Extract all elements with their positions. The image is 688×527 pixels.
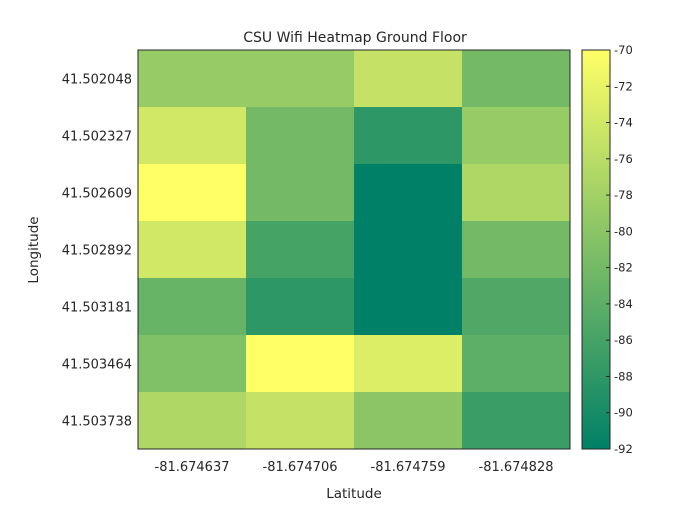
heatmap-cell (138, 278, 247, 336)
y-tick-labels: 41.502048 41.502327 41.502609 41.502892 41.5… (62, 73, 132, 430)
colorbar-tick-label: -76 (614, 152, 633, 166)
colorbar-tick-label: -84 (614, 297, 633, 311)
heatmap-cell (246, 278, 355, 336)
y-tick-label: 41.503738 (62, 415, 132, 430)
heatmap-cell (246, 164, 355, 222)
colorbar-ticks: -70 -72 -74 -76 -78 -80 -82 -84 -86 -88 -90 -92 (606, 43, 633, 456)
heatmap-cell (462, 164, 571, 222)
y-tick-label: 41.502048 (62, 73, 132, 88)
heatmap-cell (354, 392, 463, 450)
heatmap-cell (462, 335, 571, 393)
heatmap-cell (246, 392, 355, 450)
y-tick-label: 41.503181 (62, 301, 132, 316)
heatmap-cell (246, 221, 355, 279)
heatmap-cell (354, 107, 463, 165)
heatmap-cell (354, 221, 463, 279)
heatmap-cell (138, 107, 247, 165)
heatmap-cell (138, 335, 247, 393)
x-axis-label: Latitude (326, 486, 382, 502)
heatmap-cell (354, 335, 463, 393)
x-tick-label: -81.674706 (263, 460, 338, 475)
x-tick-label: -81.674828 (479, 460, 554, 475)
y-tick-label: 41.502327 (62, 130, 132, 145)
colorbar-tick-label: -70 (614, 43, 633, 57)
chart-title: CSU Wifi Heatmap Ground Floor (243, 30, 467, 46)
colorbar-tick-label: -82 (614, 261, 633, 275)
heatmap-cells (138, 50, 571, 450)
heatmap-cell (138, 221, 247, 279)
colorbar-tick-label: -80 (614, 224, 633, 238)
colorbar (581, 49, 611, 450)
heatmap-cell (462, 107, 571, 165)
y-axis-label: Longitude (26, 216, 42, 283)
y-tick-label: 41.503464 (62, 358, 132, 373)
colorbar-tick-label: -90 (614, 406, 633, 420)
plot-frame (137, 49, 571, 450)
heatmap-cell (354, 50, 463, 108)
heatmap-cell (138, 392, 247, 450)
heatmap-cell (462, 392, 571, 450)
colorbar-tick-label: -78 (614, 188, 633, 202)
colorbar-tick-label: -92 (614, 442, 633, 456)
colorbar-tick-label: -88 (614, 369, 633, 383)
heatmap-cell (246, 107, 355, 165)
x-tick-labels: -81.674637 -81.674706 -81.674759 -81.674828 (155, 460, 554, 475)
heatmap-cell (246, 335, 355, 393)
heatmap-cell (138, 50, 247, 108)
heatmap-cell (462, 50, 571, 108)
x-tick-label: -81.674759 (371, 460, 446, 475)
heatmap-cell (462, 278, 571, 336)
heatmap-cell (354, 164, 463, 222)
heatmap-cell (138, 164, 247, 222)
y-tick-label: 41.502609 (62, 187, 132, 202)
x-tick-label: -81.674637 (155, 460, 230, 475)
heatmap-cell (246, 50, 355, 108)
heatmap-cell (354, 278, 463, 336)
heatmap-cell (462, 221, 571, 279)
colorbar-tick-label: -86 (614, 333, 633, 347)
colorbar-tick-label: -74 (614, 116, 633, 130)
y-tick-label: 41.502892 (62, 244, 132, 259)
colorbar-tick-label: -72 (614, 79, 633, 93)
